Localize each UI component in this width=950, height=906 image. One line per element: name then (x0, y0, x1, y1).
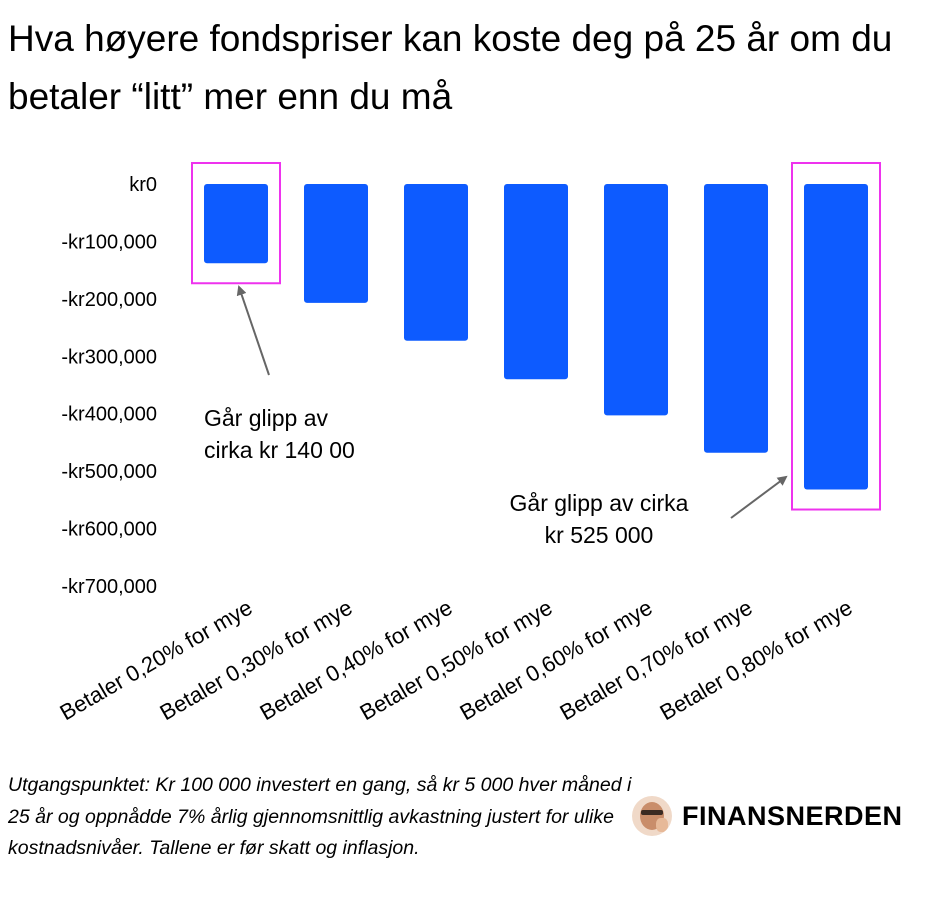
bar-chart: kr0 -kr100,000 -kr200,000 -kr300,000 -kr400,… (55, 162, 881, 725)
bar (704, 184, 768, 453)
annotation-text: Går glipp av cirka kr 525 000 (510, 490, 689, 548)
highlight-box (791, 162, 881, 511)
bar (204, 184, 268, 264)
y-tick-label: -kr200,000 (61, 289, 157, 311)
brand-name: FINANSNERDEN (682, 800, 903, 831)
bar (304, 184, 368, 303)
y-tick-label: -kr400,000 (61, 404, 157, 426)
y-axis: kr0 -kr100,000 -kr200,000 -kr300,000 -kr400,… (61, 174, 157, 598)
bar (604, 184, 668, 416)
y-tick-label: -kr300,000 (61, 346, 157, 368)
bar (804, 184, 868, 490)
x-tick-label: Betaler 0,80% for mye (655, 595, 856, 725)
highlight-box (191, 162, 281, 285)
annotations: Går glipp av cirka kr 140 00 Går glipp av … (204, 285, 788, 548)
y-tick-label: -kr700,000 (61, 576, 157, 598)
y-tick-label: -kr500,000 (61, 461, 157, 483)
y-tick-label: kr0 (129, 174, 157, 196)
annotation-arrow (236, 285, 270, 376)
footnote: Utgangspunktet: Kr 100 000 investert en … (8, 774, 632, 859)
bars (191, 162, 881, 511)
annotation-text: Går glipp av cirka kr 140 00 (204, 405, 355, 463)
y-tick-label: -kr600,000 (61, 519, 157, 541)
avatar-icon (632, 796, 672, 836)
bar (404, 184, 468, 341)
brand: FINANSNERDEN (632, 796, 903, 836)
annotation-arrow (730, 475, 788, 519)
y-tick-label: -kr100,000 (61, 231, 157, 253)
bar (504, 184, 568, 380)
chart-title: Hva høyere fondspriser kan koste deg på … (8, 18, 893, 117)
